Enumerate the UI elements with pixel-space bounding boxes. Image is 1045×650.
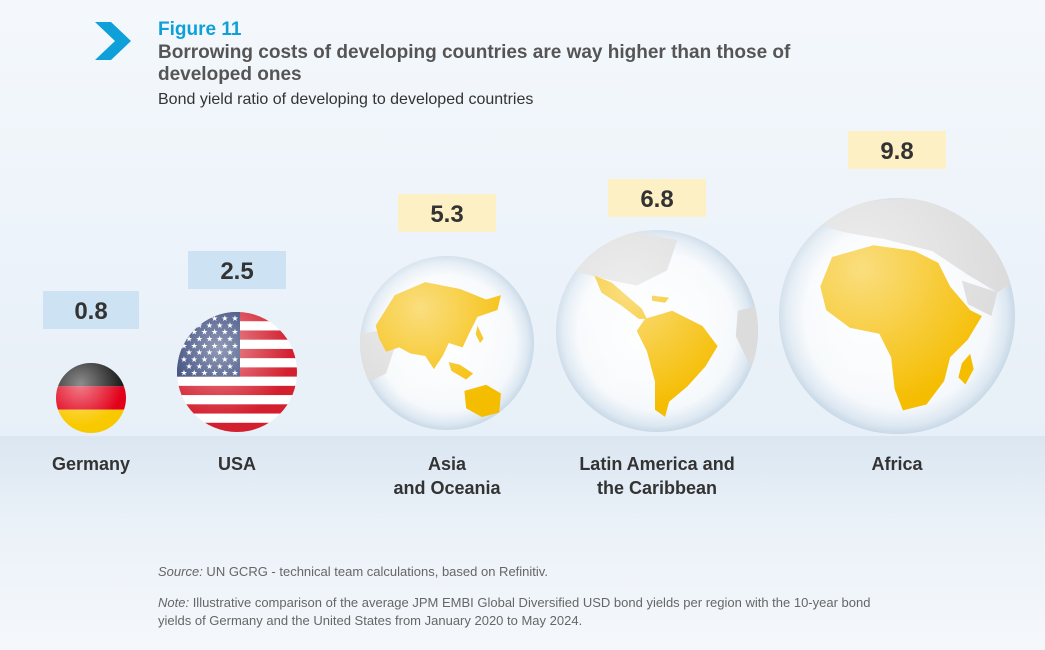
category-label-usa: USA — [218, 454, 256, 474]
value-box-asia-and-oceania — [398, 194, 496, 232]
value-label-germany: 0.8 — [74, 298, 107, 325]
ground-band — [0, 436, 1045, 650]
value-label-latin-america-and-the-caribbean: 6.8 — [640, 186, 673, 213]
germany-flag-icon — [56, 363, 126, 433]
category-label-latin-america-and-the-caribbean-line1: Latin America and — [579, 454, 734, 474]
footnote: Note: Illustrative comparison of the ave… — [158, 594, 878, 630]
bubble-latin-america-and-the-caribbean — [556, 230, 758, 432]
svg-text:★: ★ — [180, 328, 187, 337]
value-label-africa: 9.8 — [880, 138, 913, 165]
category-label-africa: Africa — [871, 454, 923, 474]
value-box-africa — [848, 131, 946, 169]
latin-america-globe-icon — [556, 230, 758, 432]
bubble-usa: ★★★★★★★★★★★★★★★★★★★★★★★★★★★★★★★★★★★★★★★★… — [177, 312, 297, 432]
bubble-germany — [56, 363, 126, 433]
source-note: Source: UN GCRG - technical team calcula… — [158, 564, 548, 579]
note-prefix: Note: — [158, 595, 190, 610]
value-box-germany — [43, 291, 139, 329]
value-label-asia-and-oceania: 5.3 — [430, 201, 463, 228]
svg-text:★: ★ — [186, 321, 193, 330]
value-label-usa: 2.5 — [220, 258, 253, 285]
usa-flag-icon: ★★★★★★★★★★★★★★★★★★★★★★★★★★★★★★★★★★★★★★★★… — [177, 312, 297, 432]
category-label-latin-america-and-the-caribbean-line2: the Caribbean — [597, 478, 717, 498]
value-box-usa — [188, 251, 286, 289]
chart-subtitle: Bond yield ratio of developing to develo… — [158, 91, 534, 108]
value-box-latin-america-and-the-caribbean — [608, 179, 706, 217]
category-label-asia-and-oceania-line1: Asia — [428, 454, 467, 474]
asia-globe-icon — [360, 256, 534, 430]
category-label-asia-and-oceania-line2: and Oceania — [393, 478, 501, 498]
africa-globe-icon — [779, 198, 1015, 434]
note-text: Illustrative comparison of the average J… — [158, 595, 871, 628]
bubble-africa — [779, 198, 1015, 434]
chart-title: Borrowing costs of developing countries … — [158, 42, 791, 85]
bubble-asia-and-oceania — [360, 256, 534, 430]
svg-text:★: ★ — [180, 314, 187, 323]
chevron-icon — [95, 22, 131, 60]
source-text: UN GCRG - technical team calculations, b… — [202, 564, 548, 579]
figure-label: Figure 11 — [158, 19, 242, 40]
source-prefix: Source: — [158, 564, 203, 579]
svg-text:★: ★ — [191, 314, 198, 323]
category-label-germany: Germany — [52, 454, 130, 474]
